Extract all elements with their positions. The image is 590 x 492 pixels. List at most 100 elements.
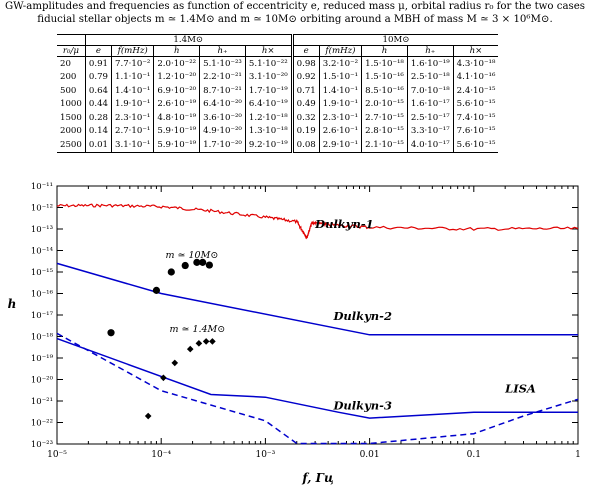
cell-e: 0.91 [85, 56, 113, 71]
data-point-1.4msun [160, 374, 167, 382]
cell-hplus: 6.4·10⁻²⁰ [199, 97, 246, 111]
cell-hplus: 3.3·10⁻¹⁷ [407, 124, 454, 138]
cell-hplus: 4.9·10⁻²⁰ [199, 124, 246, 138]
chart-label: m ≃ 1.4M⊙ [169, 324, 225, 335]
cell-hcross: 5.6·10⁻¹⁵ [456, 99, 496, 110]
cell-hplus: 4.0·10⁻¹⁷ [407, 138, 454, 153]
cell-hplus: 2.5·10⁻¹⁸ [407, 70, 454, 84]
y-tick-label: 10⁻²¹ [31, 397, 53, 407]
chart-label: Dulkyn-2 [332, 309, 392, 323]
x-tick-label: 0.01 [360, 450, 380, 460]
chart-series [56, 203, 579, 445]
data-point-10msun [167, 268, 175, 276]
cell-h: 2.7·10⁻¹⁵ [361, 111, 408, 125]
y-tick-label: 10⁻¹⁸ [31, 333, 54, 343]
y-tick-label: 10⁻¹⁵ [31, 268, 54, 278]
cell-hcross: 1.3·10⁻¹⁸ [248, 126, 288, 137]
col-header-hcross: h× [453, 45, 499, 57]
chart-labels: Dulkyn-1 Dulkyn-2 Dulkyn-3 LISA m ≃ 10M⊙ m ≃ … [166, 217, 536, 412]
caption-line-2: fiducial stellar objects m ≃ 1.4M⊙ and m… [37, 13, 553, 25]
cell-h: 1.5·10⁻¹⁶ [361, 70, 408, 84]
data-point-1.4msun [195, 340, 203, 347]
table-row: 1500 0.28 2.3·10⁻¹ 4.8·10⁻¹⁹ 3.6·10⁻²⁰ 1.2·10… [57, 111, 498, 125]
cell-e: 0.14 [85, 124, 113, 138]
cell-f: 2.6·10⁻¹ [319, 124, 363, 138]
gw-amplitude-table: 1.4M⊙ 10M⊙ r₀/μ e f(mHz) h h₊ h× e f(mHz… [57, 34, 499, 153]
cell-hcross: 5.1·10⁻²² [248, 58, 288, 69]
cell-e: 0.01 [85, 138, 113, 153]
x-axis-label: f, Гц [301, 471, 333, 485]
y-axis-label: h [8, 297, 17, 311]
data-point-1.4msun [171, 359, 179, 367]
cell-f: 3.2·10⁻² [319, 56, 363, 71]
cell-f: 2.3·10⁻¹ [111, 111, 155, 125]
cell-hplus: 7.0·10⁻¹⁸ [407, 84, 454, 98]
y-tick-label: 10⁻¹¹ [31, 182, 53, 192]
cell-e: 0.79 [85, 70, 113, 84]
chart-axes: 10⁻⁵ 10⁻⁴ 10⁻³ 0.01 0.1 1 10⁻¹¹ 10⁻¹² 10⁻¹³ 10⁻¹⁴… [31, 182, 581, 460]
data-point-10msun [205, 261, 213, 269]
series-line-dulkyn-1 [56, 203, 579, 240]
cell-f: 2.3·10⁻¹ [319, 111, 363, 125]
cell-hplus: 2.5·10⁻¹⁷ [407, 111, 454, 125]
y-tick-label: 10⁻¹³ [31, 225, 53, 235]
col-header-f: f(mHz) [111, 45, 155, 57]
col-header-e: e [290, 45, 320, 57]
cell-h: 2.6·10⁻¹⁹ [153, 97, 201, 111]
table-row: 20 0.91 7.7·10⁻² 2.0·10⁻²² 5.1·10⁻²³ 5.1·10⁻²… [57, 56, 498, 71]
data-point-10msun [107, 329, 115, 337]
x-tick-label: 10⁻³ [255, 450, 275, 460]
table-row: 1000 0.44 1.9·10⁻¹ 2.6·10⁻¹⁹ 6.4·10⁻²⁰ 6.4·10… [57, 97, 498, 111]
cell-hplus: 1.6·10⁻¹⁹ [407, 56, 454, 71]
col-header-h: h [361, 45, 408, 57]
cell-r0: 20 [57, 56, 86, 71]
cell-h: 5.9·10⁻¹⁹ [153, 124, 201, 138]
cell-r0: 200 [57, 70, 86, 84]
cell-hcross: 1.2·10⁻¹⁸ [248, 112, 288, 123]
cell-f: 1.4·10⁻¹ [111, 84, 155, 98]
cell-e: 0.19 [290, 124, 320, 138]
cell-f: 2.7·10⁻¹ [111, 124, 155, 138]
col-header-hplus: h₊ [199, 45, 246, 57]
cell-h: 2.0·10⁻²² [153, 56, 201, 71]
x-tick-label: 10⁻⁵ [47, 450, 67, 460]
cell-h: 5.9·10⁻¹⁹ [153, 138, 201, 153]
cell-hplus: 8.7·10⁻²¹ [199, 84, 246, 98]
table-row: 2000 0.14 2.7·10⁻¹ 5.9·10⁻¹⁹ 4.9·10⁻²⁰ 1.3·10… [57, 124, 498, 138]
y-tick-label: 10⁻¹⁶ [31, 290, 54, 300]
chart-label: LISA [504, 381, 536, 395]
cell-h: 1.2·10⁻²⁰ [153, 70, 201, 84]
series-line-dulkyn-3 [56, 337, 578, 419]
data-point-10msun [181, 261, 189, 270]
cell-hcross: 2.4·10⁻¹⁵ [456, 85, 496, 96]
cell-hcross: 1.7·10⁻¹⁹ [248, 85, 288, 96]
cell-e: 0.08 [290, 138, 320, 153]
cell-hcross: 7.6·10⁻¹⁵ [456, 126, 496, 137]
cell-h: 2.8·10⁻¹⁵ [361, 124, 408, 138]
col-header-hplus: h₊ [407, 45, 454, 57]
cell-h: 4.8·10⁻¹⁹ [153, 111, 201, 125]
y-tick-label: 10⁻¹⁹ [31, 354, 54, 364]
y-tick-label: 10⁻¹⁷ [31, 311, 54, 321]
data-point-1.4msun [186, 345, 194, 353]
series-line-lisa [56, 332, 579, 445]
cell-hplus: 1.7·10⁻²⁰ [199, 138, 246, 153]
cell-f: 1.9·10⁻¹ [319, 97, 363, 111]
cell-h: 2.0·10⁻¹⁵ [361, 97, 408, 111]
x-tick-label: 10⁻⁴ [151, 450, 171, 460]
group-header-10msun: 10M⊙ [290, 34, 499, 46]
cell-hcross: 3.1·10⁻²⁰ [248, 72, 288, 83]
cell-e: 0.92 [290, 70, 320, 84]
cell-r0: 500 [57, 84, 86, 98]
col-header-hcross: h× [245, 45, 293, 57]
cell-e: 0.44 [85, 97, 113, 111]
cell-e: 0.32 [290, 111, 320, 125]
group-header-1.4msun: 1.4M⊙ [85, 34, 293, 46]
table-row: 2500 0.01 3.1·10⁻¹ 5.9·10⁻¹⁹ 1.7·10⁻²⁰ 9.2·10… [57, 138, 499, 153]
data-point-10msun [193, 258, 201, 266]
data-point-10msun [152, 286, 161, 294]
cell-r0: 1000 [57, 97, 86, 111]
cell-hcross: 5.6·10⁻¹⁵ [453, 138, 499, 153]
cell-hcross: 4.3·10⁻¹⁸ [456, 58, 496, 69]
caption-line-1: GW-amplitudes and frequencies as functio… [4, 1, 586, 12]
